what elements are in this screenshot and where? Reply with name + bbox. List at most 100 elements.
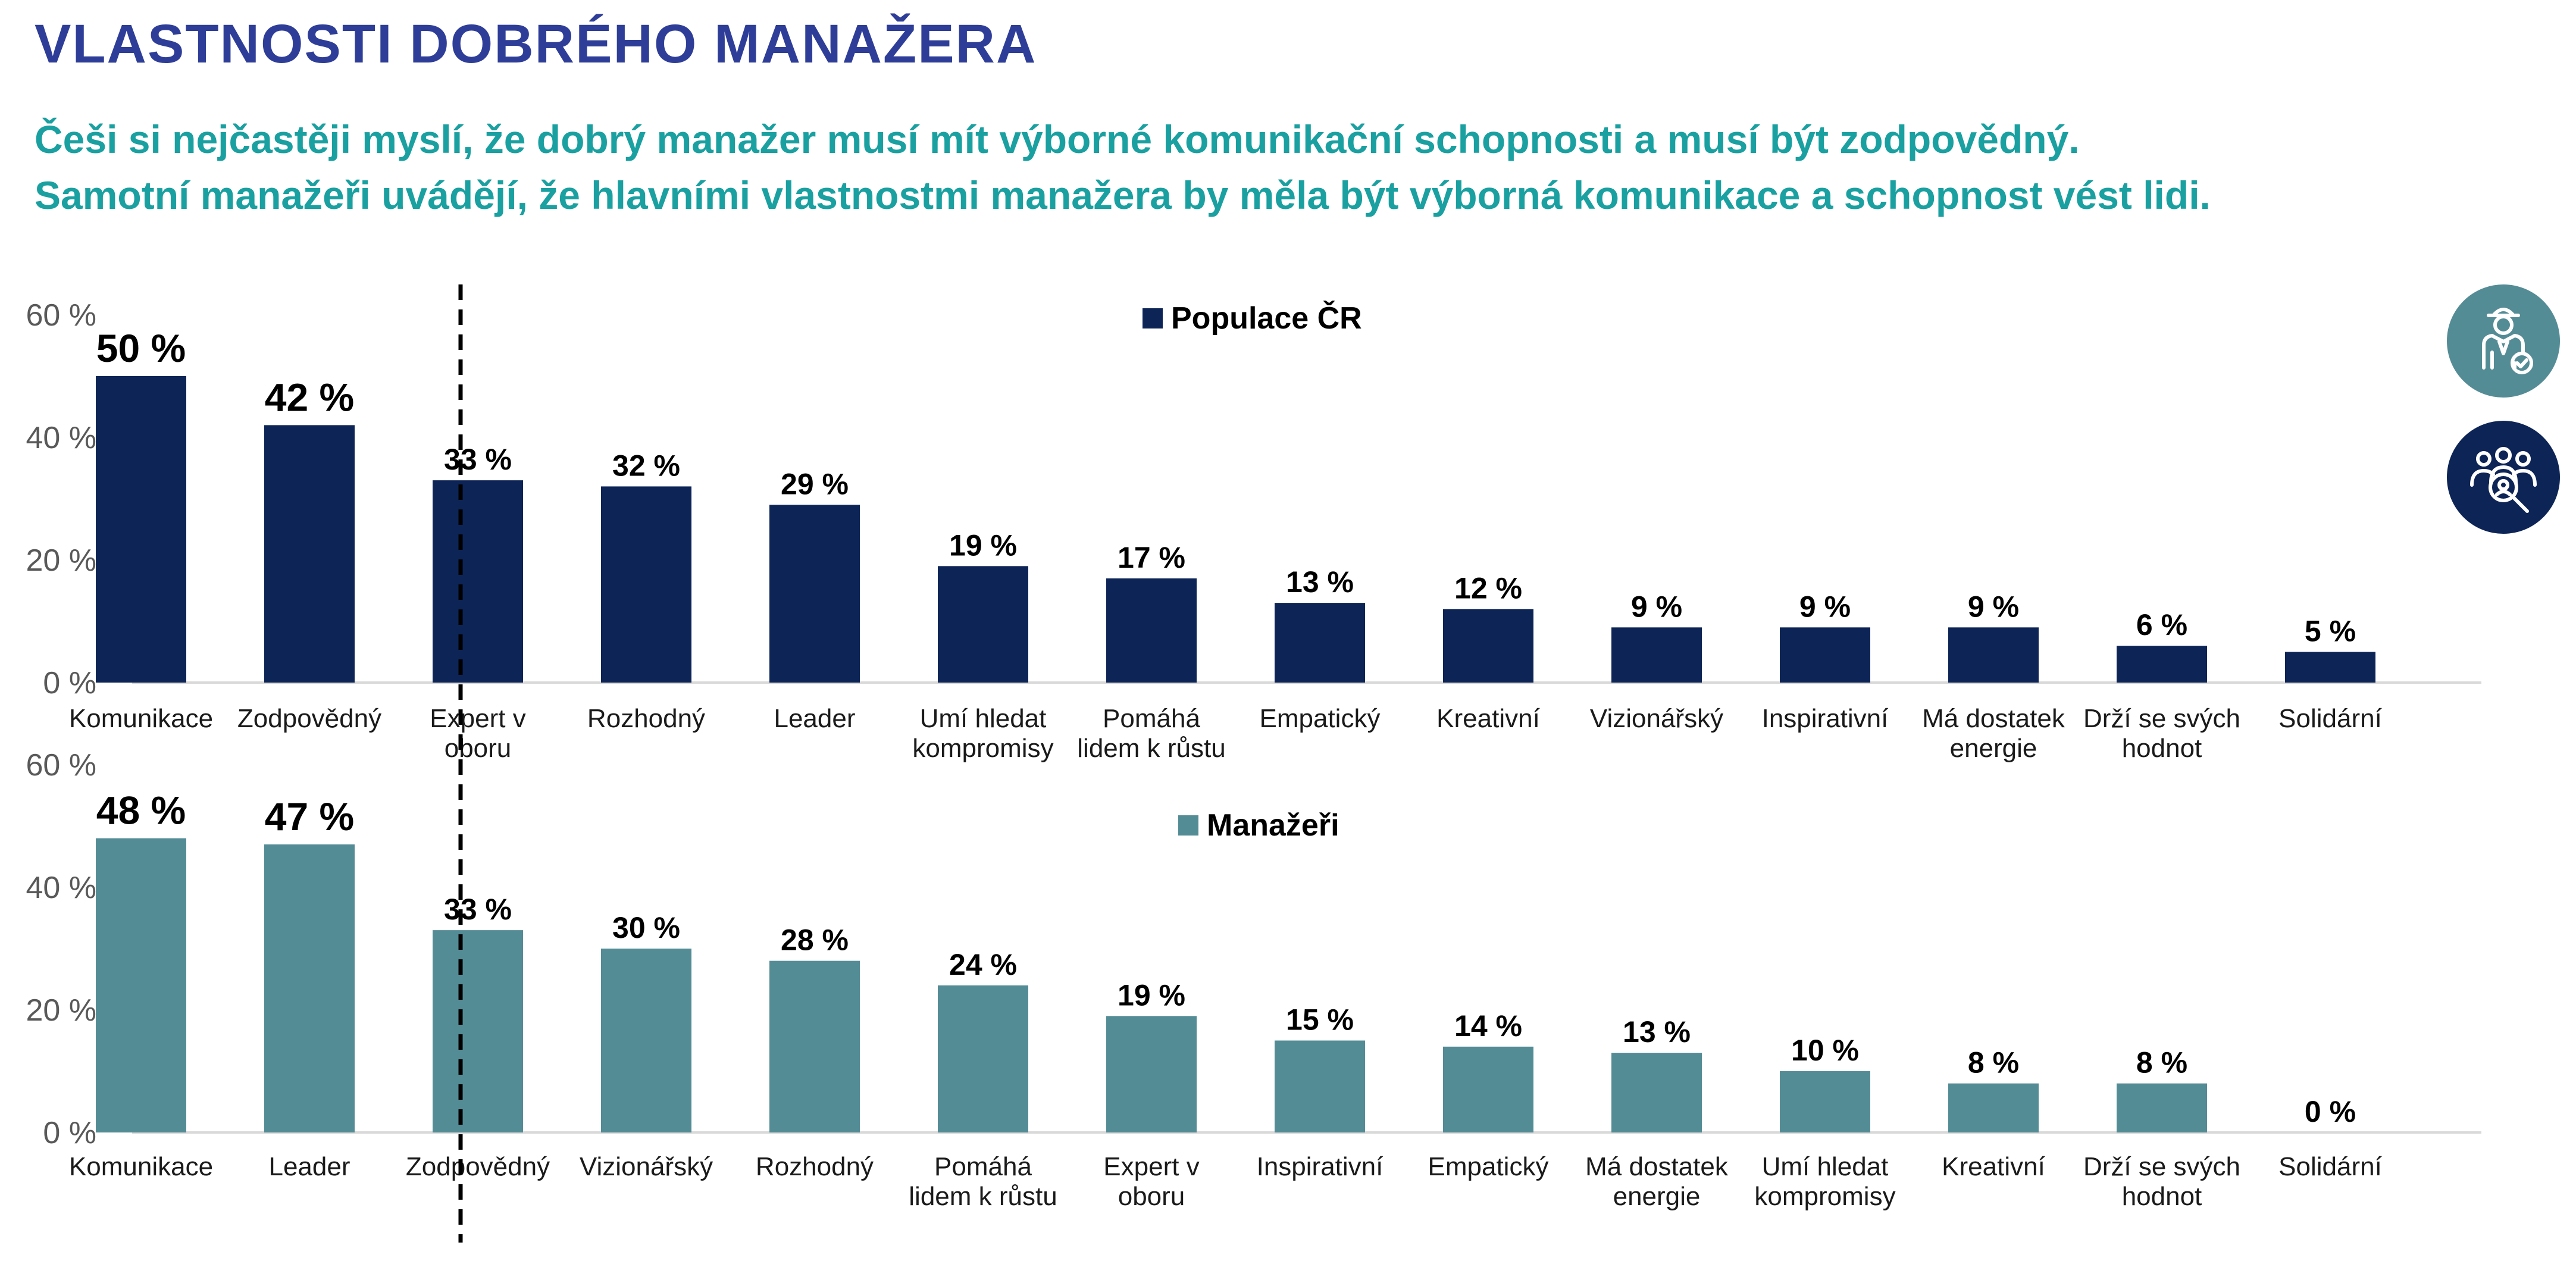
- category-label: Vizionářský: [1590, 704, 1723, 733]
- y-tick-label: 60 %: [26, 298, 96, 333]
- bar-value-label: 30 %: [612, 911, 680, 944]
- category-label: Expert v: [430, 704, 525, 733]
- bar: [601, 486, 691, 683]
- category-label: Umí hledat: [1762, 1152, 1889, 1181]
- category-label: Expert v: [1103, 1152, 1199, 1181]
- subtitle-line-2: Samotní manažeři uvádějí, že hlavními vl…: [35, 173, 2211, 217]
- category-label: Pomáhá: [934, 1152, 1032, 1181]
- category-label: Solidární: [2278, 704, 2382, 733]
- bar-value-label: 48 %: [96, 789, 186, 833]
- y-tick-label: 0 %: [43, 666, 96, 700]
- bar-value-label: 33 %: [444, 893, 512, 926]
- bar-value-label: 14 %: [1454, 1009, 1522, 1043]
- legend-label: Populace ČR: [1171, 301, 1362, 336]
- y-tick-label: 40 %: [26, 871, 96, 905]
- bar: [601, 949, 691, 1132]
- category-label: Komunikace: [69, 704, 213, 733]
- category-label: oboru: [445, 734, 512, 763]
- y-tick-label: 40 %: [26, 421, 96, 455]
- category-label: Empatický: [1428, 1152, 1549, 1181]
- bar-value-label: 42 %: [265, 375, 354, 419]
- y-tick-label: 20 %: [26, 993, 96, 1028]
- bar-value-label: 8 %: [2136, 1046, 2187, 1080]
- category-label: Drží se svých: [2083, 704, 2240, 733]
- bar-value-label: 24 %: [949, 948, 1017, 981]
- category-label: energie: [1950, 734, 2037, 763]
- bar: [1106, 578, 1197, 683]
- bar-value-label: 19 %: [1118, 978, 1185, 1012]
- bar: [938, 566, 1028, 683]
- y-tick-label: 60 %: [26, 748, 96, 783]
- bar: [96, 838, 186, 1132]
- category-label: Pomáhá: [1103, 704, 1200, 733]
- category-label: Vizionářský: [580, 1152, 713, 1181]
- category-label: lidem k růstu: [909, 1182, 1057, 1211]
- bar: [769, 505, 860, 683]
- bar-value-label: 29 %: [781, 467, 849, 500]
- category-label: Zodpovědný: [406, 1152, 550, 1181]
- category-label: Drží se svých: [2083, 1152, 2240, 1181]
- bar-value-label: 13 %: [1623, 1015, 1691, 1049]
- legend-swatch: [1178, 815, 1198, 836]
- bar: [2117, 1083, 2207, 1132]
- bar: [433, 480, 523, 683]
- category-label: Rozhodný: [756, 1152, 874, 1181]
- manager-icon: [2447, 284, 2560, 398]
- bar: [1106, 1016, 1197, 1132]
- category-label: energie: [1613, 1182, 1701, 1211]
- category-label: Leader: [774, 704, 855, 733]
- team-search-icon: [2447, 421, 2560, 534]
- y-tick-label: 20 %: [26, 543, 96, 578]
- bar-value-label: 28 %: [781, 924, 849, 957]
- bar: [2285, 652, 2375, 683]
- bar-value-label: 33 %: [444, 443, 512, 476]
- bar-value-label: 19 %: [949, 528, 1017, 562]
- bar: [1275, 603, 1365, 683]
- bar: [433, 930, 523, 1132]
- category-label: Kreativní: [1942, 1152, 2045, 1181]
- bar-value-label: 6 %: [2136, 608, 2187, 642]
- bar: [1611, 627, 1702, 683]
- category-label: Leader: [268, 1152, 350, 1181]
- bar-value-label: 17 %: [1118, 541, 1185, 574]
- category-label: Empatický: [1260, 704, 1381, 733]
- bar: [264, 844, 355, 1132]
- bar: [1948, 627, 2039, 683]
- category-label: oboru: [1118, 1182, 1185, 1211]
- bar: [264, 425, 355, 683]
- category-label: Inspirativní: [1257, 1152, 1384, 1181]
- bar: [1275, 1040, 1365, 1132]
- legend-swatch: [1143, 308, 1163, 328]
- category-label: Má dostatek: [1585, 1152, 1729, 1181]
- bar-value-label: 12 %: [1454, 571, 1522, 605]
- category-label: kompromisy: [1754, 1182, 1895, 1211]
- category-label: Solidární: [2278, 1152, 2382, 1181]
- bar-value-label: 5 %: [2305, 615, 2356, 648]
- category-label: hodnot: [2122, 734, 2202, 763]
- bar-value-label: 9 %: [1968, 590, 2019, 623]
- bar: [1443, 609, 1533, 683]
- category-label: Komunikace: [69, 1152, 213, 1181]
- bar: [1780, 627, 1870, 683]
- bar: [1780, 1071, 1870, 1132]
- bar: [96, 376, 186, 683]
- category-label: Inspirativní: [1762, 704, 1889, 733]
- bar: [938, 985, 1028, 1132]
- bar-value-label: 13 %: [1286, 565, 1354, 599]
- bar-value-label: 32 %: [612, 449, 680, 482]
- bar-value-label: 50 %: [96, 326, 186, 370]
- subtitle-line-1: Češi si nejčastěji myslí, že dobrý manaž…: [35, 117, 2080, 161]
- y-tick-label: 0 %: [43, 1116, 96, 1150]
- bar-value-label: 0 %: [2305, 1095, 2356, 1128]
- bar: [769, 960, 860, 1132]
- category-label: hodnot: [2122, 1182, 2202, 1211]
- category-label: Zodpovědný: [237, 704, 381, 733]
- category-label: kompromisy: [912, 734, 1053, 763]
- page-title: VLASTNOSTI DOBRÉHO MANAŽERA: [35, 14, 1037, 74]
- bar-value-label: 9 %: [1631, 590, 1682, 623]
- category-label: Umí hledat: [920, 704, 1047, 733]
- bar-value-label: 8 %: [1968, 1046, 2019, 1080]
- bar-value-label: 47 %: [265, 794, 354, 838]
- bar: [1443, 1046, 1533, 1132]
- legend-label: Manažeři: [1207, 808, 1339, 843]
